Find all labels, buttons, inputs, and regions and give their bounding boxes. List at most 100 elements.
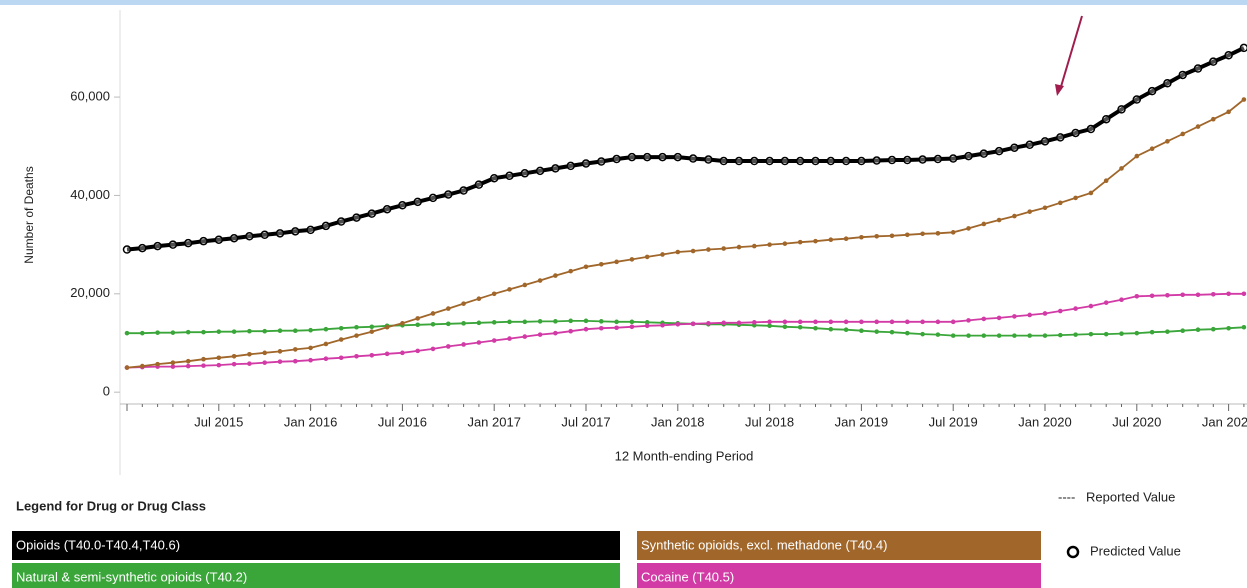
- y-tick-label: 60,000: [70, 89, 110, 104]
- predicted-point: [245, 232, 254, 241]
- predicted-point: [994, 146, 1004, 156]
- point: [599, 261, 604, 267]
- predicted-point: [688, 154, 698, 163]
- predicted-point: [979, 149, 989, 158]
- legend-swatch: [12, 531, 620, 560]
- point: [507, 287, 512, 292]
- point: [1119, 331, 1124, 336]
- point: [721, 246, 726, 251]
- point: [644, 323, 650, 329]
- predicted-point: [382, 204, 392, 214]
- point: [400, 350, 405, 356]
- predicted-point: [336, 217, 346, 226]
- point: [1027, 333, 1032, 338]
- point: [889, 233, 895, 239]
- x-tick-label: Jan 2019: [835, 414, 889, 429]
- point: [690, 248, 696, 254]
- point: [660, 322, 665, 328]
- point: [369, 352, 375, 358]
- point: [797, 319, 803, 325]
- point: [1241, 291, 1247, 297]
- predicted-point: [1056, 133, 1065, 142]
- point: [981, 316, 987, 322]
- y-axis-label: Number of Deaths: [22, 166, 36, 263]
- point: [216, 355, 222, 361]
- point: [262, 350, 268, 356]
- predicted-point: [826, 156, 836, 166]
- point: [216, 329, 222, 334]
- predicted-point: [551, 164, 560, 173]
- point: [262, 328, 268, 334]
- point: [828, 319, 834, 325]
- point: [1119, 166, 1124, 171]
- point: [170, 330, 176, 335]
- point: [782, 324, 788, 330]
- predicted-point: [1117, 105, 1126, 114]
- x-tick-label: Jan 2020: [1018, 414, 1072, 429]
- arrow-head: [1055, 84, 1064, 96]
- predicted-point: [719, 156, 728, 166]
- point: [782, 241, 788, 246]
- point: [1165, 139, 1170, 144]
- point: [950, 319, 956, 325]
- point: [1211, 326, 1216, 332]
- predicted-point: [214, 235, 224, 244]
- point: [752, 320, 757, 325]
- point: [752, 243, 757, 249]
- point: [461, 321, 466, 326]
- point: [1180, 292, 1185, 298]
- point: [736, 320, 742, 326]
- predicted-point: [948, 154, 958, 163]
- predicted-point: [1193, 64, 1203, 73]
- point: [767, 319, 772, 325]
- point: [996, 315, 1002, 321]
- predicted-point: [306, 225, 315, 235]
- predicted-point: [1178, 70, 1187, 80]
- predicted-point: [581, 159, 591, 168]
- predicted-point: [1101, 114, 1111, 124]
- point: [583, 264, 589, 270]
- point: [231, 361, 237, 367]
- legend-label: Natural & semi-synthetic opioids (T40.2): [16, 569, 247, 584]
- point: [859, 234, 864, 240]
- predicted-point: [535, 166, 545, 176]
- predicted-point: [704, 155, 713, 164]
- point: [553, 319, 558, 324]
- point: [1073, 195, 1078, 201]
- x-tick-label: Jul 2015: [194, 414, 243, 429]
- point: [446, 321, 451, 327]
- point: [920, 231, 925, 237]
- point: [277, 349, 283, 354]
- point: [216, 362, 222, 368]
- legend-swatch: [637, 531, 1041, 560]
- point: [247, 352, 252, 357]
- point: [384, 351, 390, 357]
- point: [797, 239, 803, 245]
- point: [996, 217, 1002, 223]
- point: [369, 329, 375, 334]
- predicted-point: [1071, 128, 1080, 138]
- point: [553, 273, 558, 278]
- point: [782, 319, 788, 325]
- point: [599, 319, 604, 324]
- legend-label: Opioids (T40.0-T40.4,T40.6): [16, 537, 180, 552]
- point: [614, 319, 619, 325]
- predicted-point: [1132, 95, 1142, 104]
- predicted-point: [1147, 86, 1157, 96]
- point: [690, 321, 696, 327]
- point: [1165, 329, 1170, 334]
- point: [1134, 153, 1140, 159]
- point: [277, 359, 283, 364]
- point: [905, 330, 910, 336]
- x-tick-label: Jan 2017: [467, 414, 521, 429]
- point: [430, 346, 436, 352]
- x-tick-label: Jul 2016: [378, 414, 427, 429]
- predicted-point: [566, 161, 575, 171]
- point: [706, 247, 711, 252]
- point: [797, 324, 803, 330]
- predicted-point: [1224, 51, 1233, 60]
- point: [415, 348, 421, 354]
- predicted-point: [872, 156, 881, 165]
- point: [675, 249, 681, 255]
- point: [491, 338, 497, 343]
